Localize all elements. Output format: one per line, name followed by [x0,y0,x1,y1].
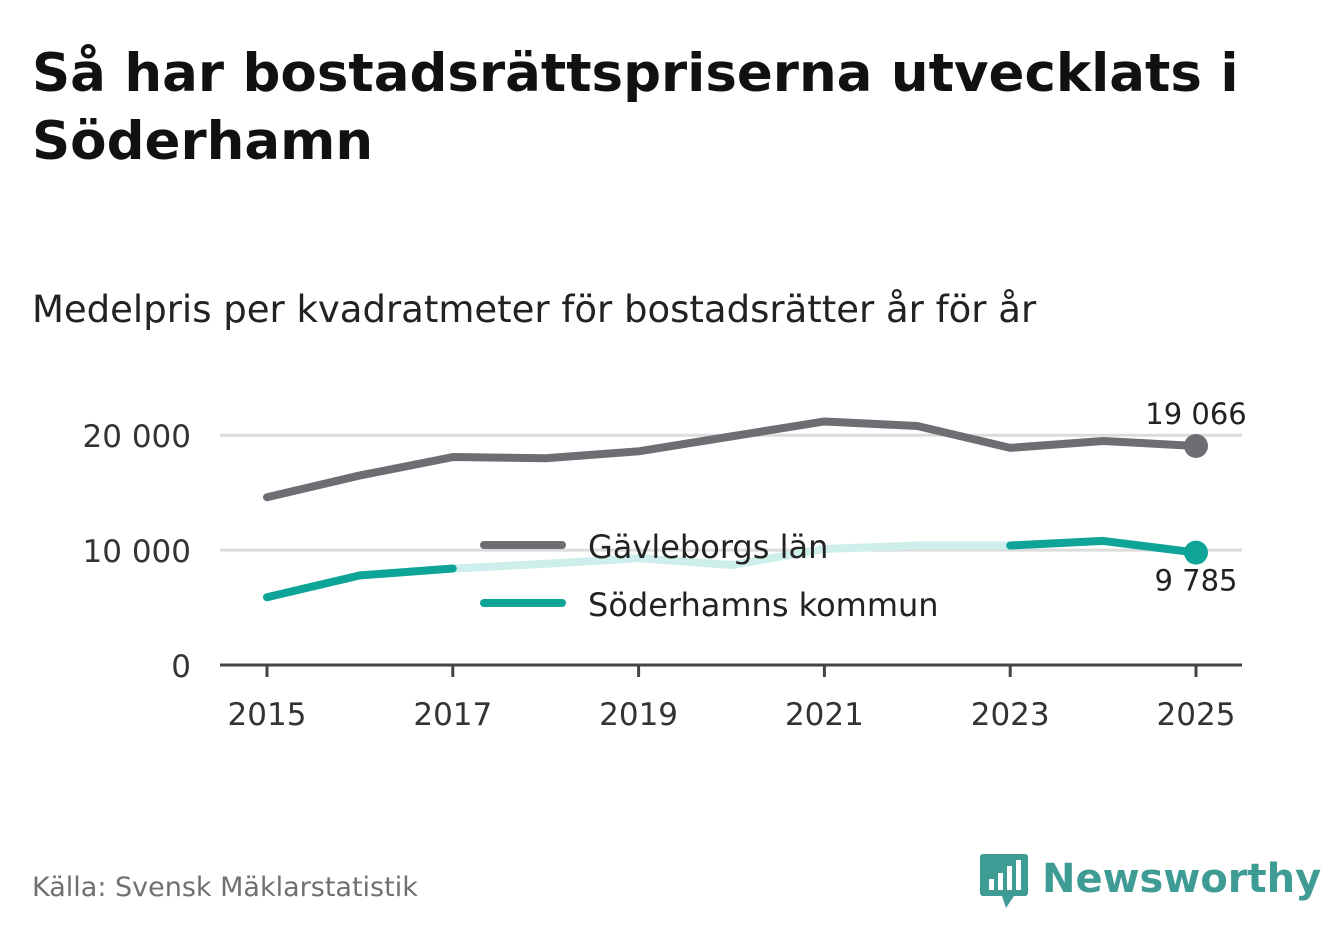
marker-layer [1184,433,1208,565]
axis-layer: 0 10 000 20 000 2015 2017 2019 2021 2023 2025 [83,419,1242,733]
x-tick-label-5: 2025 [1157,697,1236,733]
legend-label-gavleborg: Gävleborgs län [588,528,828,566]
brand-name: Newsworthy [1042,856,1322,902]
x-tick-label-3: 2021 [785,697,864,733]
series-line-soderhamn-segment-2 [1006,536,1200,557]
chart-subtitle: Medelpris per kvadratmeter för bostadsrä… [32,288,1037,331]
y-tick-label-2: 20 000 [83,419,191,455]
legend-label-soderhamn: Söderhamns kommun [588,586,939,624]
end-marker-soderhamn [1184,540,1208,565]
end-marker-gavleborg [1184,433,1208,458]
end-label-soderhamn: 9 785 [1154,564,1237,598]
bar-chart-speech-bubble-icon [980,854,1028,908]
x-tick-label-4: 2023 [971,697,1050,733]
end-label-gavleborg: 19 066 [1145,397,1246,431]
series-line-soderhamn-segment-1 [263,564,457,602]
x-tick-label-2: 2019 [599,697,678,733]
line-chart: 0 10 000 20 000 2015 2017 2019 2021 2023 2025 Gä… [83,397,1247,733]
chart-title: Så har bostadsrättspriserna utvecklats i… [32,43,1239,172]
y-tick-label-1: 10 000 [83,534,191,570]
series-line-gavleborg [263,417,1200,502]
x-tick-label-1: 2017 [413,697,492,733]
label-layer: 19 066 9 785 [1145,397,1246,598]
newsworthy-logo: Newsworthy [980,848,1321,910]
series-layer [263,417,1200,602]
source-note: Källa: Svensk Mäklarstatistik [32,872,418,903]
legend: Gävleborgs län Söderhamns kommun [480,528,939,624]
y-tick-label-0: 0 [171,649,191,685]
x-tick-label-0: 2015 [228,697,307,733]
